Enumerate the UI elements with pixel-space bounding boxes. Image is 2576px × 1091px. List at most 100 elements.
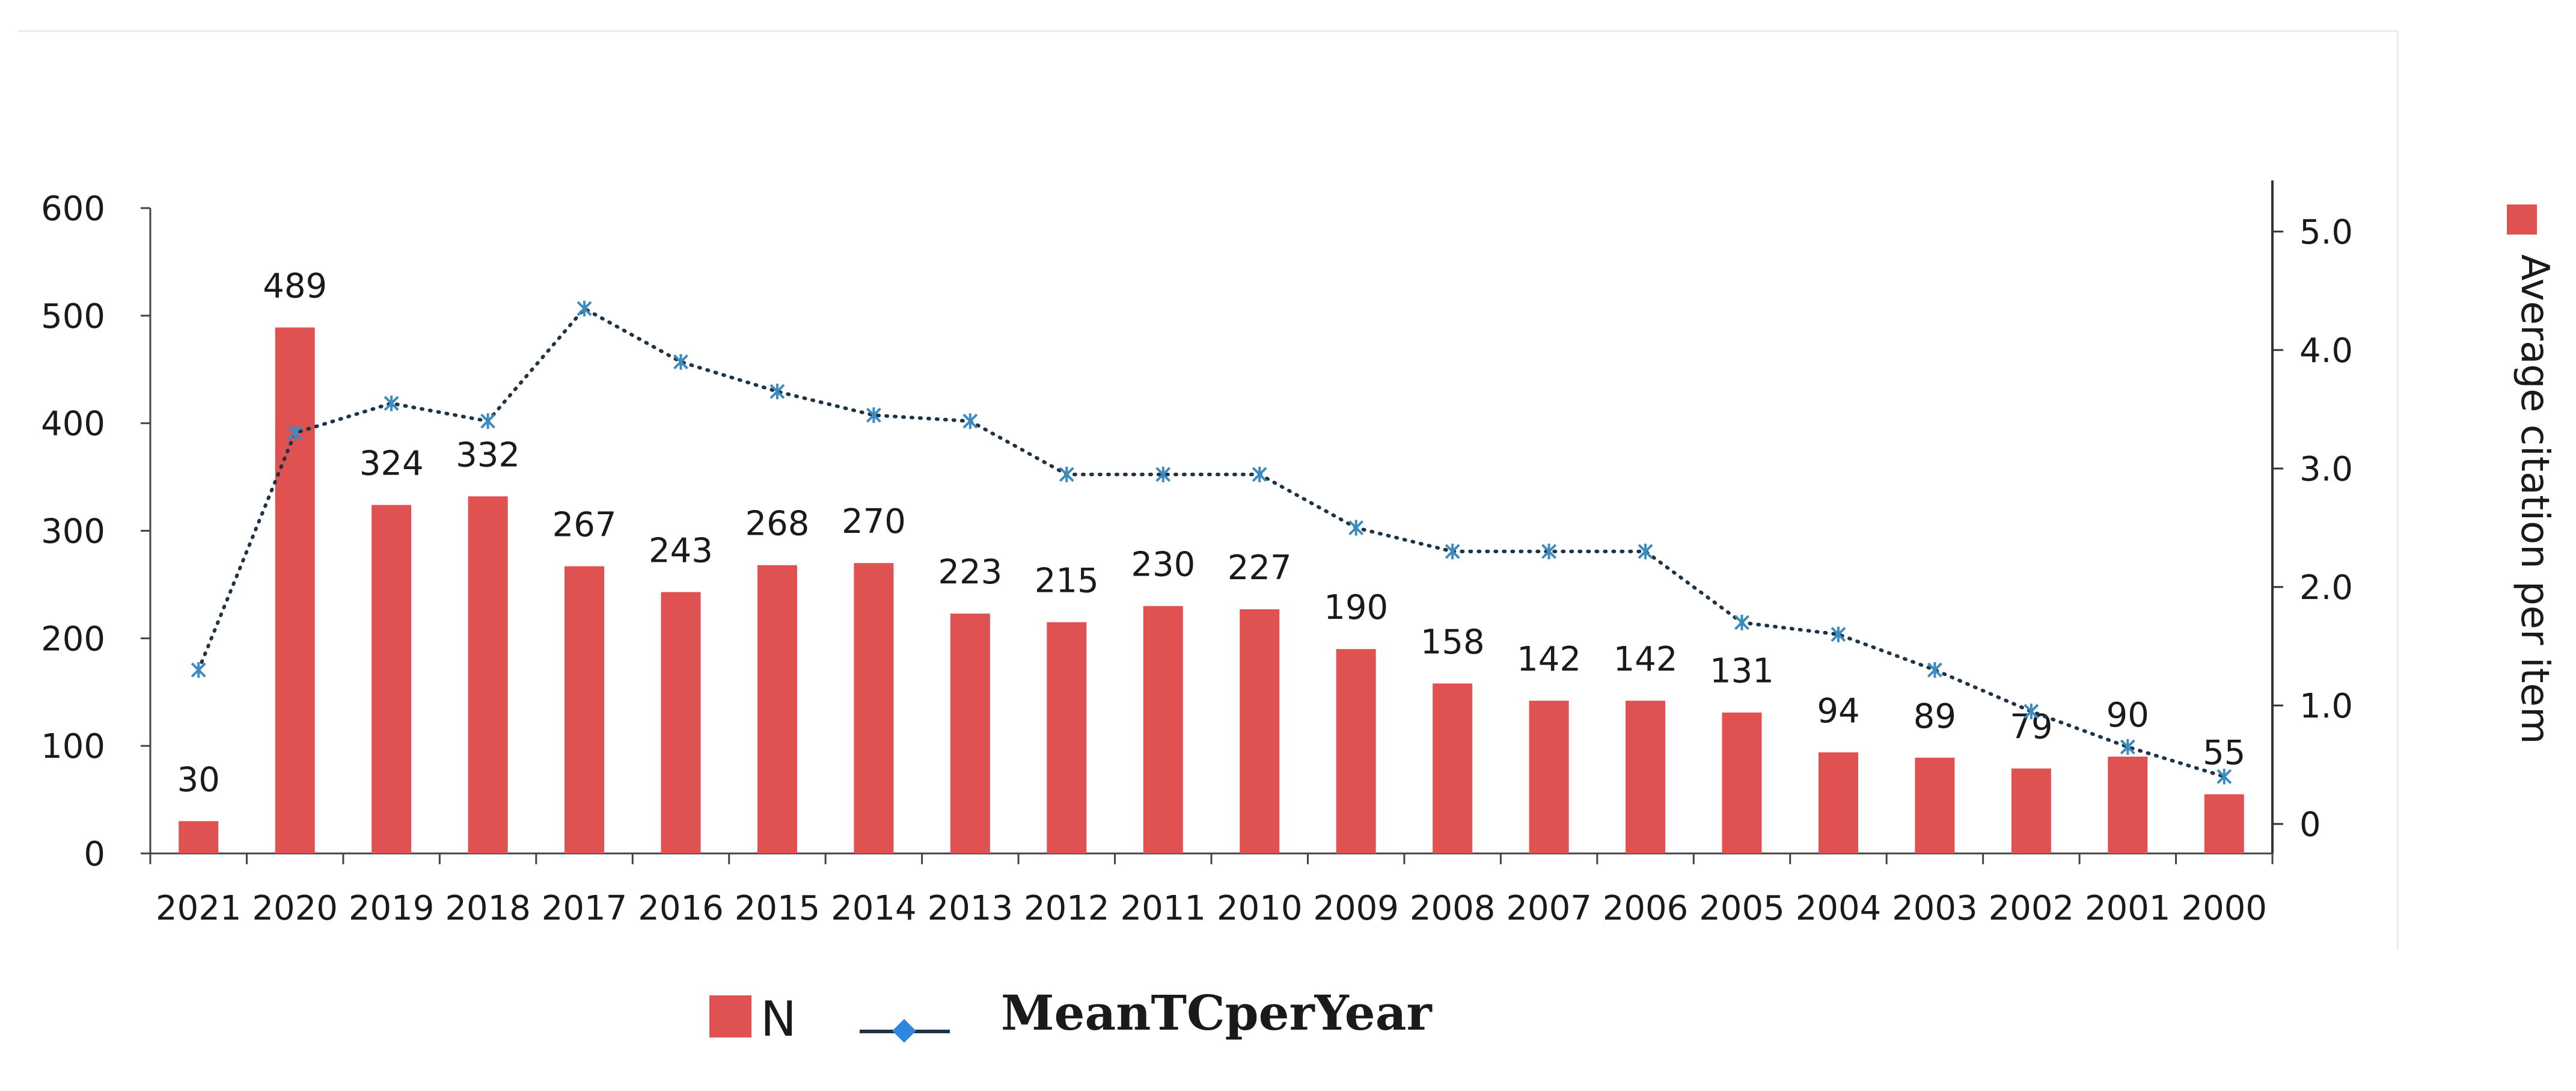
legend-n-label: N xyxy=(760,991,797,1047)
bar-2011 xyxy=(1143,606,1183,853)
bar-label-2019: 324 xyxy=(359,444,424,484)
bar-label-2007: 142 xyxy=(1517,640,1581,679)
bar-label-2017: 267 xyxy=(552,506,617,545)
bar-label-2018: 332 xyxy=(456,435,520,475)
meantcperyear-point-2004 xyxy=(1831,626,1846,642)
left-y-tick-label: 400 xyxy=(41,405,105,444)
bar-2020 xyxy=(275,327,315,853)
x-tick-label: 2011 xyxy=(1121,889,1207,928)
meantcperyear-point-2013 xyxy=(962,413,978,429)
left-y-tick-label: 600 xyxy=(41,189,105,229)
bar-label-2009: 190 xyxy=(1324,588,1388,627)
meantcperyear-point-2008 xyxy=(1445,543,1460,559)
bar-2004 xyxy=(1818,752,1858,853)
bar-2003 xyxy=(1915,757,1955,853)
x-tick-label: 2004 xyxy=(1796,889,1882,928)
meantcperyear-point-2021 xyxy=(191,662,206,678)
meantcperyear-point-2007 xyxy=(1541,543,1557,559)
meantcperyear-point-2018 xyxy=(480,413,496,429)
bar-2009 xyxy=(1336,649,1376,853)
meantcperyear-point-2002 xyxy=(2024,703,2039,719)
bar-2021 xyxy=(179,821,219,853)
left-y-tick-label: 500 xyxy=(41,297,105,336)
bar-2014 xyxy=(854,563,894,853)
bar-series-n xyxy=(179,327,2244,853)
bar-label-2010: 227 xyxy=(1228,549,1292,588)
bar-label-2012: 215 xyxy=(1035,562,1099,601)
bar-label-2004: 94 xyxy=(1817,692,1859,731)
x-tick-label: 2010 xyxy=(1217,889,1303,928)
bar-label-2001: 90 xyxy=(2106,696,2149,735)
left-y-axis: 0 100 200 300 400 500 600 xyxy=(41,189,151,874)
meantcperyear-point-2014 xyxy=(866,407,881,423)
bar-2001 xyxy=(2108,757,2148,853)
x-tick-label: 2014 xyxy=(831,889,917,928)
right-y-tick-label: 2.0 xyxy=(2299,568,2353,607)
bar-label-2003: 89 xyxy=(1914,697,1956,736)
meantcperyear-point-2017 xyxy=(577,301,592,317)
right-y-tick-label: 1.0 xyxy=(2299,687,2353,726)
chart-frame xyxy=(18,30,2399,950)
right-y-tick-label: 4.0 xyxy=(2299,331,2353,370)
x-tick-label: 2015 xyxy=(735,889,821,928)
x-tick-label: 2021 xyxy=(156,889,242,928)
legend-n-swatch xyxy=(709,995,751,1037)
bar-label-2005: 131 xyxy=(1710,652,1774,691)
bar-label-2021: 30 xyxy=(177,760,220,799)
x-tick-label: 2018 xyxy=(445,889,531,928)
bar-2010 xyxy=(1240,609,1280,853)
bar-2008 xyxy=(1433,683,1473,853)
left-y-tick-label: 100 xyxy=(41,727,105,766)
bar-data-labels: 30 489 324 332 267 243 268 270 223 215 230 227 190 15… xyxy=(177,267,2246,800)
meantcperyear-point-2006 xyxy=(1638,543,1653,559)
meantcperyear-point-2010 xyxy=(1252,466,1267,482)
bar-label-2015: 268 xyxy=(745,505,810,544)
right-y-tick-label: 5.0 xyxy=(2299,213,2353,252)
bar-2000 xyxy=(2204,794,2244,853)
bar-2013 xyxy=(950,613,990,853)
bar-label-2020: 489 xyxy=(263,267,327,306)
x-tick-label: 2019 xyxy=(349,889,435,928)
meantcperyear-point-2015 xyxy=(769,383,785,399)
left-y-tick-label: 300 xyxy=(41,512,105,552)
meantcperyear-point-2009 xyxy=(1348,520,1364,536)
meantcperyear-line xyxy=(197,306,2226,779)
bar-2002 xyxy=(2011,768,2051,853)
bar-2019 xyxy=(372,505,412,853)
x-tick-label: 2016 xyxy=(638,889,724,928)
x-tick-label: 2003 xyxy=(1892,889,1978,928)
bar-2005 xyxy=(1722,712,1762,853)
x-tick-label: 2017 xyxy=(542,889,628,928)
bar-2015 xyxy=(757,565,797,853)
right-y-tick-label: 3.0 xyxy=(2299,450,2353,489)
x-tick-label: 2007 xyxy=(1506,889,1592,928)
meantcperyear-point-2020 xyxy=(287,425,303,441)
x-tick-label: 2008 xyxy=(1410,889,1496,928)
line-series-meantcperyear xyxy=(191,301,2232,785)
bar-2012 xyxy=(1047,622,1087,853)
meantcperyear-point-2003 xyxy=(1927,662,1942,678)
bar-label-2016: 243 xyxy=(649,531,713,570)
bar-label-2011: 230 xyxy=(1131,546,1195,585)
x-tick-label: 2009 xyxy=(1313,889,1399,928)
x-tick-label: 2006 xyxy=(1603,889,1689,928)
x-tick-label: 2012 xyxy=(1024,889,1110,928)
bar-2006 xyxy=(1626,701,1666,853)
left-y-tick-label: 0 xyxy=(84,835,105,874)
bar-2016 xyxy=(661,592,701,853)
legend: N MeanTCperYear xyxy=(709,985,1433,1047)
meantcperyear-point-2000 xyxy=(2217,769,2232,785)
bar-2017 xyxy=(564,566,605,853)
bar-label-2006: 142 xyxy=(1614,640,1678,679)
x-tick-label: 2002 xyxy=(1989,889,2075,928)
y2-title-swatch xyxy=(2507,204,2537,235)
right-y-axis: 0 1.0 2.0 3.0 4.0 5.0 xyxy=(2271,180,2537,853)
meantcperyear-point-2016 xyxy=(673,354,688,370)
x-tick-label: 2001 xyxy=(2085,889,2171,928)
bar-2018 xyxy=(468,496,508,853)
meantcperyear-point-2011 xyxy=(1155,466,1171,482)
x-tick-label: 2005 xyxy=(1699,889,1785,928)
x-tick-label: 2013 xyxy=(928,889,1014,928)
